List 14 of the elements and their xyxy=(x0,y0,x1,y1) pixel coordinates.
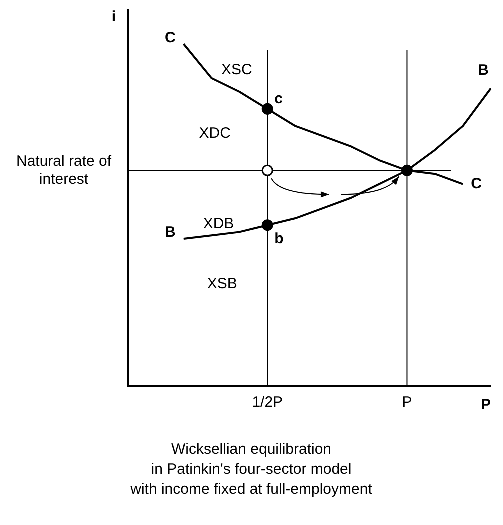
series-label: C xyxy=(471,175,482,192)
annotation: XDB xyxy=(203,215,234,232)
annotation: b xyxy=(274,230,284,248)
text: Wicksellian equilibration in Patinkin's four-sector model with income fixed at full-employment xyxy=(130,440,374,500)
annotation: c xyxy=(274,90,283,108)
annotation: XDC xyxy=(199,125,232,142)
text: C xyxy=(165,29,176,46)
series-label: B xyxy=(165,224,176,242)
text: B xyxy=(478,62,489,79)
annotation: XSB xyxy=(207,276,238,293)
ref-line-label: Natural rate of interest xyxy=(16,152,112,188)
annotation: XSC xyxy=(221,61,252,78)
y-axis-title: i xyxy=(112,8,116,26)
x-tick-label: 1/2P xyxy=(252,394,284,412)
